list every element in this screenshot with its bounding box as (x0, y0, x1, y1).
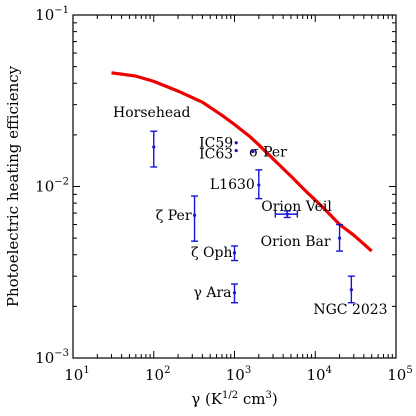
point-label: L1630 (210, 177, 255, 193)
point-label: ζ Per (156, 208, 192, 224)
point-label: ζ Oph (191, 245, 233, 261)
point-marker (349, 288, 353, 292)
data-point (191, 195, 199, 242)
data-point (251, 149, 255, 154)
y-tick-label: 10−3 (35, 348, 69, 367)
data-point (336, 223, 344, 252)
curve-layer (111, 71, 373, 253)
point-marker (251, 149, 255, 154)
point-marker (337, 236, 342, 240)
points-layer (150, 130, 355, 304)
data-point (234, 141, 238, 145)
point-label: IC59 (199, 136, 233, 152)
y-axis-label: Photoelectric heating efficiency (4, 65, 22, 307)
point-marker (152, 145, 156, 149)
x-tick-label: 105 (387, 365, 412, 384)
tick-labels-layer: 101 102 103 104 105 10−3 10−2 10−1 (35, 5, 413, 384)
point-label: Orion Veil (261, 199, 332, 215)
data-point (234, 148, 238, 153)
data-point (231, 245, 238, 262)
point-marker (232, 291, 237, 295)
x-tick-label: 102 (145, 365, 170, 384)
data-point (231, 283, 238, 304)
point-marker (234, 141, 238, 145)
point-marker (232, 251, 237, 255)
y-tick-label: 10−1 (35, 5, 69, 24)
point-marker (192, 213, 197, 217)
data-point (274, 210, 299, 219)
x-axis-label: γ (K1/2 cm3) (191, 390, 278, 408)
point-marker (285, 212, 289, 216)
point-label: NGC 2023 (313, 302, 387, 318)
point-label: Orion Bar (261, 234, 331, 250)
x-tick-label: 103 (226, 365, 251, 384)
point-label: IC63 (199, 147, 233, 163)
data-point (150, 130, 158, 168)
ticks-layer (72, 14, 397, 359)
y-tick-label: 10−2 (35, 177, 69, 196)
point-label: γ Ara (194, 285, 232, 301)
x-tick-label: 104 (307, 365, 332, 384)
point-marker (234, 148, 238, 153)
model-curve (111, 71, 373, 253)
point-label: σ Per (249, 144, 287, 160)
point-marker (257, 183, 261, 187)
point-label: Horsehead (113, 105, 190, 121)
data-point (347, 275, 355, 304)
x-tick-label: 101 (64, 365, 89, 384)
data-point (255, 169, 263, 200)
